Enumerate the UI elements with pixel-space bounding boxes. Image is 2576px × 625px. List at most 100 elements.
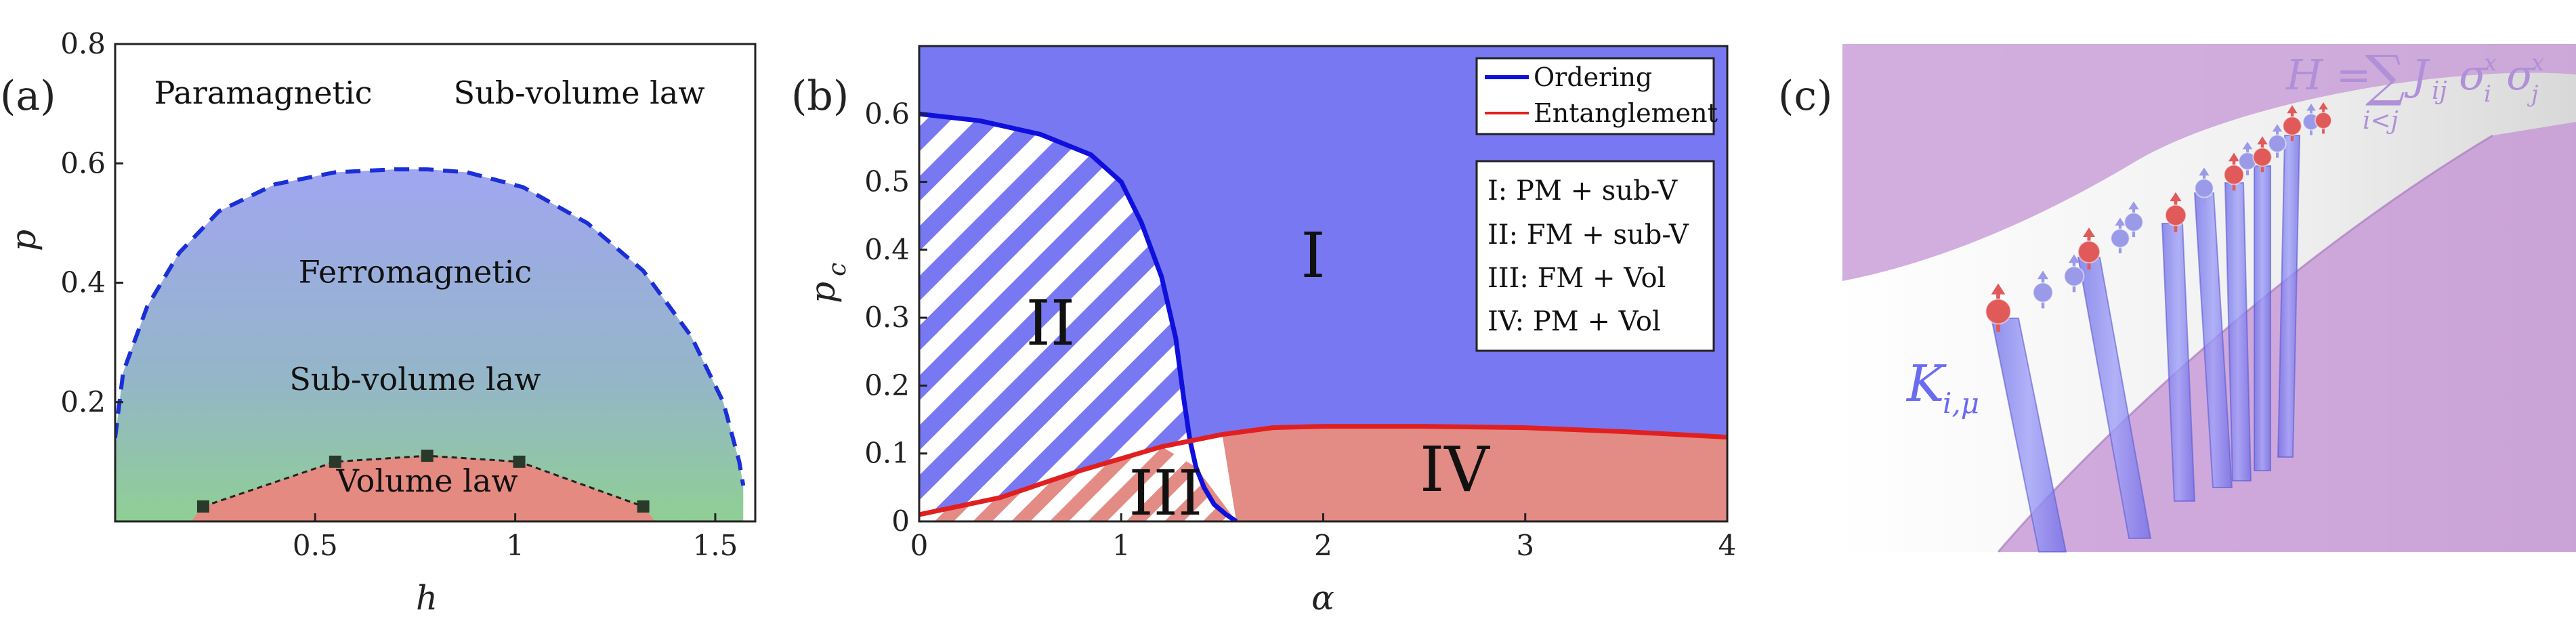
hamiltonian-coupling-sub: ij (2432, 77, 2447, 105)
panel-label-b: (b) (791, 72, 849, 120)
kraus-symbol: K (1905, 355, 1947, 413)
spin-ball (1985, 298, 2012, 325)
spin-arrowhead (2128, 201, 2139, 210)
spin-icon (2110, 217, 2130, 254)
volume-law-point (637, 500, 650, 513)
region-label: Paramagnetic (154, 74, 373, 111)
region-label: Ferromagnetic (299, 254, 532, 290)
spin-icon (2223, 152, 2245, 191)
y-tick-label: 0.3 (864, 301, 910, 334)
y-tick-label: 0.8 (60, 27, 106, 60)
x-tick-label: 2 (1314, 529, 1332, 562)
spin-icon (1985, 283, 2012, 332)
spin-icon (2194, 167, 2214, 204)
legend-ordering: Ordering (1534, 62, 1652, 92)
region-label: II (1026, 287, 1076, 360)
spin-arrowhead (2199, 167, 2210, 176)
spin-arrowhead (2037, 270, 2049, 280)
regime-key-I: I: PM + sub-V (1487, 175, 1678, 207)
spin-arrowhead (1991, 283, 2006, 295)
regime-key-box: I: PM + sub-V II: FM + sub-V III: FM + V… (1475, 160, 1715, 352)
region-label: Sub-volume law (289, 361, 541, 397)
spin-ball (2124, 212, 2144, 232)
legend-b: Ordering Entanglement (1475, 57, 1718, 135)
regime-key-II: II: FM + sub-V (1487, 219, 1689, 251)
region-label: IV (1420, 433, 1490, 506)
hamiltonian-sum: ∑ (2365, 44, 2405, 108)
kraus-tube (2254, 165, 2271, 471)
spin-ball (2164, 204, 2187, 227)
x-tick-label: 1.5 (693, 529, 738, 562)
region-IV (1196, 426, 1727, 521)
kraus-tube (1990, 318, 2067, 553)
volume-law-point (196, 500, 209, 513)
x-axis-label-b: α (1311, 578, 1334, 618)
spin-icon (2315, 102, 2332, 134)
y-tick-label: 0.2 (864, 368, 910, 402)
x-tick-label: 0.5 (293, 529, 338, 562)
kraus-subscript: i,μ (1943, 387, 1979, 420)
spin-ball (2282, 116, 2302, 136)
spin-arrowhead (2272, 124, 2283, 132)
sigma-j: σ (2506, 50, 2536, 100)
x-tick-label: 4 (1718, 529, 1737, 562)
spin-arrowhead (2287, 105, 2298, 114)
regime-key-frame (1475, 160, 1715, 352)
spin-arrowhead (2319, 102, 2328, 110)
x-tick-label: 0 (910, 529, 929, 562)
y-axis-label-sub-b: c (824, 263, 851, 276)
y-tick-label: 0.2 (60, 385, 106, 418)
spin-icon (2164, 192, 2187, 232)
region-label: I (1301, 219, 1325, 292)
x-ticks-a: 0.5 1 1.5 (293, 513, 738, 562)
spin-icon (2282, 105, 2302, 142)
region-labels-a: Paramagnetic Sub-volume law Ferromagnetic S… (154, 74, 705, 499)
spin-ball (2063, 265, 2085, 287)
spin-ball (2268, 134, 2287, 153)
spin-arrowhead (2115, 217, 2126, 226)
ordering-line (919, 111, 1238, 521)
y-tick-label: 0.4 (864, 233, 910, 266)
spin-icon (2252, 136, 2273, 173)
volume-law-points (196, 450, 650, 513)
spin-icon (2032, 270, 2054, 309)
panel-c: (c) H = ∑ i<j J ij σ x i σ (1778, 44, 2576, 553)
x-ticks-b: 0 1 2 3 4 (910, 513, 1737, 562)
spin-icon (2063, 254, 2085, 293)
y-ticks-a: 0.2 0.4 0.6 0.8 (60, 27, 123, 418)
legend-box (1475, 57, 1715, 135)
region-label: Sub-volume law (454, 74, 705, 111)
kraus-tubes (1990, 135, 2301, 553)
regime-key-III: III: FM + Vol (1487, 263, 1666, 294)
spin-arrowhead (2242, 142, 2253, 150)
spin-icon (2268, 124, 2287, 158)
region-label: Volume law (336, 462, 518, 499)
y-ticks-b: 0 0.1 0.2 0.3 0.4 0.5 0.6 (864, 97, 927, 538)
x-axis-label-a: h (416, 578, 438, 618)
volume-law-point (421, 450, 434, 462)
paramagnetic-boundary (115, 167, 746, 486)
y-tick-label: 0.6 (864, 97, 910, 130)
x-tick-label: 3 (1516, 529, 1534, 562)
hamiltonian-lhs: H = (2285, 50, 2371, 100)
panel-label-a: (a) (0, 72, 56, 120)
y-tick-label: 0.6 (60, 146, 106, 179)
region-label: III (1128, 457, 1202, 530)
spin-ball (2032, 282, 2054, 303)
spin-icon (2077, 228, 2100, 270)
y-axis-label-b: p c (803, 263, 851, 303)
sigma-i-sub: i (2484, 81, 2491, 108)
x-tick-label: 1 (506, 529, 524, 562)
y-axis-label-a: p (4, 230, 43, 251)
y-tick-label: 0.1 (864, 437, 910, 470)
x-tick-label: 1 (1112, 529, 1131, 562)
spin-arrowhead (2306, 104, 2316, 111)
spin-chain (1985, 102, 2332, 332)
volume-law-point (513, 455, 526, 468)
spin-ball (2315, 112, 2332, 129)
region-II (919, 114, 1190, 515)
sigma-j-sup: x (2531, 49, 2544, 77)
panel-a: (a) 0.5 1 1.5 0.2 0.4 0.6 0.8 Paramagnetic Sub… (0, 27, 757, 618)
regime-key-IV: IV: PM + Vol (1487, 306, 1661, 337)
